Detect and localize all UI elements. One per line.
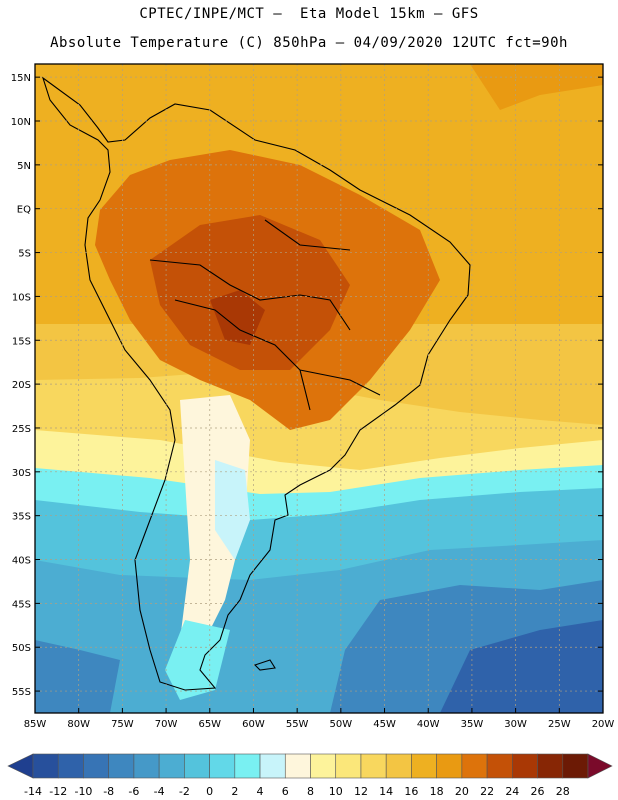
lat-label: 40S <box>12 556 31 567</box>
colorbar-under-arrow <box>7 753 34 779</box>
colorbar-swatch <box>158 753 185 779</box>
colorbar-swatch <box>562 753 589 779</box>
lon-label: 85W <box>24 719 47 730</box>
lat-label: EQ <box>17 205 31 216</box>
colorbar-swatch <box>512 753 538 779</box>
map-title-line-2: Absolute Temperature (C) 850hPa – 04/09/… <box>50 35 568 51</box>
lon-label: 75W <box>111 719 134 730</box>
lon-label: 45W <box>373 719 396 730</box>
colorbar-swatch <box>385 753 412 779</box>
colorbar-over-arrow <box>587 753 613 779</box>
lon-label: 80W <box>67 719 90 730</box>
colorbar-swatch <box>310 753 337 779</box>
lon-label: 40W <box>417 719 440 730</box>
colorbar-swatch <box>335 753 362 779</box>
field-cold-pacific <box>35 640 120 713</box>
field-hotter-interior <box>150 215 350 370</box>
map-frame <box>34 63 604 714</box>
colorbar-label: 12 <box>354 785 368 798</box>
lat-label: 5N <box>17 161 31 172</box>
colorbar-label: -6 <box>128 785 139 798</box>
colorbar-label: 26 <box>531 785 545 798</box>
colorbar: -14 -12 -10 -8 -6 -4 -2 0 2 4 6 8 10 12 14 16 18 20 22 24 26… <box>7 753 613 798</box>
lat-label: 15N <box>11 73 31 84</box>
colorbar-label: 0 <box>206 785 213 798</box>
colorbar-label: 2 <box>231 785 238 798</box>
colorbar-label: -2 <box>179 785 190 798</box>
lon-label: 30W <box>504 719 527 730</box>
colorbar-label: 14 <box>379 785 393 798</box>
latitude-axis: 15N 10N 5N EQ 5S 10S 15S 20S 25S 30S 35S 40S 45S 50S 5… <box>11 73 603 698</box>
colorbar-swatch <box>184 753 210 779</box>
falkland-islands <box>253 659 276 671</box>
colorbar-label: 20 <box>455 785 469 798</box>
lat-label: 10S <box>12 292 31 303</box>
longitude-axis: 85W 80W 75W 70W 65W 60W 55W 50W 45W 40W 35W 30W 25W 2… <box>24 708 615 730</box>
lon-label: 55W <box>286 719 309 730</box>
lat-label: 5S <box>18 249 31 260</box>
colorbar-label: 24 <box>505 785 519 798</box>
lat-label: 30S <box>12 468 31 479</box>
colorbar-swatch <box>360 753 387 779</box>
lat-label: 25S <box>12 424 31 435</box>
colorbar-swatch <box>133 753 160 779</box>
colorbar-label: 6 <box>282 785 289 798</box>
colorbar-label: -14 <box>24 785 42 798</box>
continent-outline <box>41 76 471 691</box>
colorbar-label: -12 <box>49 785 67 798</box>
country-borders <box>149 219 381 411</box>
colorbar-swatch <box>32 753 59 779</box>
colorbar-swatch <box>436 753 463 779</box>
lon-label: 20W <box>592 719 615 730</box>
field-hottest-core <box>210 290 265 345</box>
lat-label: 35S <box>12 512 31 523</box>
colorbar-swatch <box>411 753 437 779</box>
field-warm-atlantic <box>470 64 603 110</box>
map-title-line-1: CPTEC/INPE/MCT – Eta Model 15km – GFS <box>139 6 479 22</box>
lon-label: 70W <box>155 719 178 730</box>
colorbar-swatch <box>259 753 286 779</box>
colorbar-label: 10 <box>329 785 343 798</box>
lat-label: 10N <box>11 117 31 128</box>
colorbar-label: 18 <box>430 785 444 798</box>
colorbar-swatch <box>83 753 109 779</box>
colorbar-label: -8 <box>103 785 114 798</box>
coastline <box>41 76 471 691</box>
colorbar-label: -10 <box>74 785 92 798</box>
temperature-field <box>35 64 603 713</box>
lat-label: 15S <box>12 336 31 347</box>
colorbar-swatch <box>57 753 84 779</box>
colorbar-swatch <box>284 753 311 779</box>
field-patagonia-cold <box>165 620 230 700</box>
colorbar-swatch <box>461 753 488 779</box>
colorbar-label: 8 <box>307 785 314 798</box>
lat-label: 50S <box>12 643 31 654</box>
colorbar-label: 28 <box>556 785 570 798</box>
field-andes-cold <box>215 460 250 560</box>
lat-label: 20S <box>12 380 31 391</box>
colorbar-swatch <box>108 753 135 779</box>
colorbar-label: -4 <box>154 785 165 798</box>
colorbar-swatch <box>209 753 236 779</box>
colorbar-label: 4 <box>257 785 264 798</box>
colorbar-label: 22 <box>480 785 494 798</box>
lat-label: 55S <box>12 687 31 698</box>
lon-label: 35W <box>461 719 484 730</box>
colorbar-swatch <box>537 753 564 779</box>
field-coldest <box>440 620 603 713</box>
lon-label: 50W <box>330 719 353 730</box>
colorbar-label: 16 <box>404 785 418 798</box>
lat-label: 45S <box>12 599 31 610</box>
lon-label: 25W <box>548 719 571 730</box>
colorbar-swatch <box>234 753 261 779</box>
lon-label: 65W <box>198 719 221 730</box>
lon-label: 60W <box>242 719 265 730</box>
colorbar-swatch <box>486 753 513 779</box>
